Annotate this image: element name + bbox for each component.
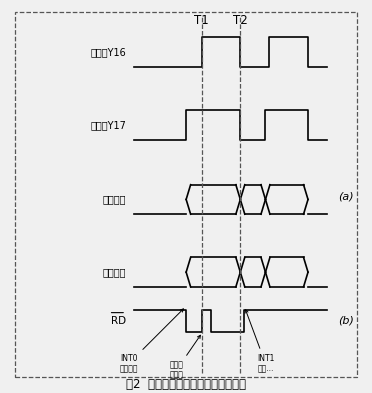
Text: RD: RD bbox=[111, 316, 126, 326]
Text: 写信号Y16: 写信号Y16 bbox=[91, 47, 126, 57]
Text: INT1
中断...: INT1 中断... bbox=[245, 310, 274, 373]
Text: INT0
中断申请: INT0 中断申请 bbox=[120, 309, 183, 373]
Text: T2: T2 bbox=[233, 14, 248, 27]
Text: 数据信号: 数据信号 bbox=[103, 195, 126, 204]
Text: 地址信号: 地址信号 bbox=[103, 267, 126, 277]
Text: 数据采
集开始: 数据采 集开始 bbox=[170, 335, 201, 380]
Text: 写信号Y17: 写信号Y17 bbox=[91, 120, 126, 130]
Text: (b): (b) bbox=[338, 315, 354, 325]
Text: T1: T1 bbox=[194, 14, 209, 27]
Text: (a): (a) bbox=[338, 191, 354, 202]
Text: 图2  可编程控制器和单片机的时序图: 图2 可编程控制器和单片机的时序图 bbox=[126, 378, 246, 391]
